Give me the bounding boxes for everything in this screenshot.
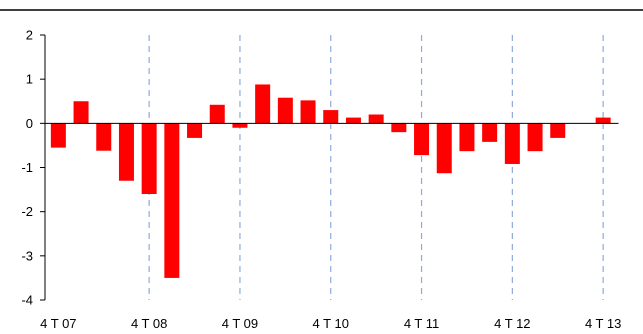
y-tick-label: -3 — [21, 248, 33, 263]
bar — [391, 123, 407, 133]
bar — [504, 123, 520, 164]
bar — [277, 97, 293, 124]
bar — [96, 123, 112, 151]
bar — [187, 123, 203, 138]
bar — [482, 123, 498, 142]
x-tick-label: 4 T 09 — [222, 316, 258, 331]
bar — [141, 123, 157, 194]
bar — [164, 123, 180, 278]
bar — [550, 123, 566, 138]
y-tick-label: 1 — [26, 72, 33, 87]
bar — [50, 123, 66, 148]
x-tick-label: 4 T 13 — [585, 316, 621, 331]
bar — [118, 123, 134, 181]
x-tick-label: 4 T 08 — [131, 316, 167, 331]
y-tick-label: 2 — [26, 28, 33, 43]
y-tick-label: -4 — [21, 293, 33, 308]
y-tick-label: 0 — [26, 116, 33, 131]
bar — [345, 117, 361, 124]
x-ticks: 4 T 07 4 T 08 4 T 09 4 T 10 4 T 11 4 T 12 4 T … — [40, 316, 621, 331]
bar — [323, 110, 339, 124]
x-tick-label: 4 T 12 — [494, 316, 530, 331]
bar — [368, 114, 384, 124]
x-tick-label: 4 T 10 — [313, 316, 349, 331]
bar — [414, 123, 430, 156]
bar — [527, 123, 543, 152]
bars — [50, 84, 611, 278]
bar — [255, 84, 271, 124]
x-tick-label: 4 T 11 — [404, 316, 439, 331]
bar — [209, 104, 225, 124]
y-tick-label: -2 — [21, 204, 33, 219]
bar — [73, 101, 89, 124]
gridlines — [148, 35, 604, 300]
bar — [436, 123, 452, 174]
y-ticks: 2 1 0 -1 -2 -3 -4 — [21, 28, 45, 308]
y-tick-label: -1 — [21, 160, 33, 175]
x-tick-label: 4 T 07 — [40, 316, 76, 331]
bar — [595, 117, 611, 124]
bar — [459, 123, 475, 152]
bar — [232, 123, 248, 128]
bar — [300, 100, 316, 124]
